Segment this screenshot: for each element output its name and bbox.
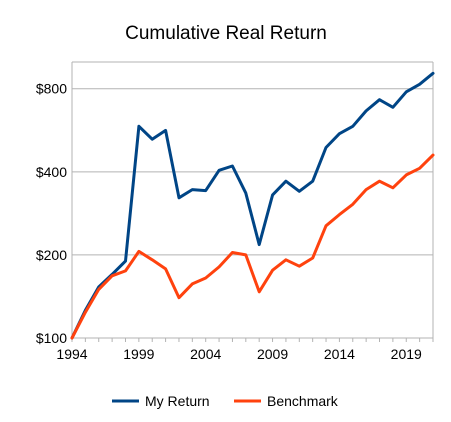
legend: My Return Benchmark xyxy=(112,393,339,409)
x-tick-label: 2014 xyxy=(324,346,355,362)
series-lines xyxy=(70,71,435,340)
y-tick-label: $100 xyxy=(36,330,67,346)
y-tick-label: $400 xyxy=(36,164,67,180)
y-tick-label: $200 xyxy=(36,247,67,263)
legend-label-1: Benchmark xyxy=(267,393,339,409)
chart-title: Cumulative Real Return xyxy=(125,23,327,44)
x-axis-ticks: 1994 1999 2004 2009 2014 2019 xyxy=(56,338,434,362)
x-tick-label: 2009 xyxy=(257,346,288,362)
y-axis-ticks: $100 $200 $400 $800 xyxy=(36,81,67,346)
y-tick-label: $800 xyxy=(36,81,67,97)
x-tick-label: 1999 xyxy=(123,346,154,362)
series-line-1 xyxy=(70,153,435,340)
gridlines xyxy=(71,61,434,339)
legend-label-0: My Return xyxy=(145,393,210,409)
x-tick-label: 1994 xyxy=(56,346,87,362)
x-tick-label: 2019 xyxy=(391,346,422,362)
series-line-0 xyxy=(70,71,435,340)
x-tick-label: 2004 xyxy=(190,346,221,362)
